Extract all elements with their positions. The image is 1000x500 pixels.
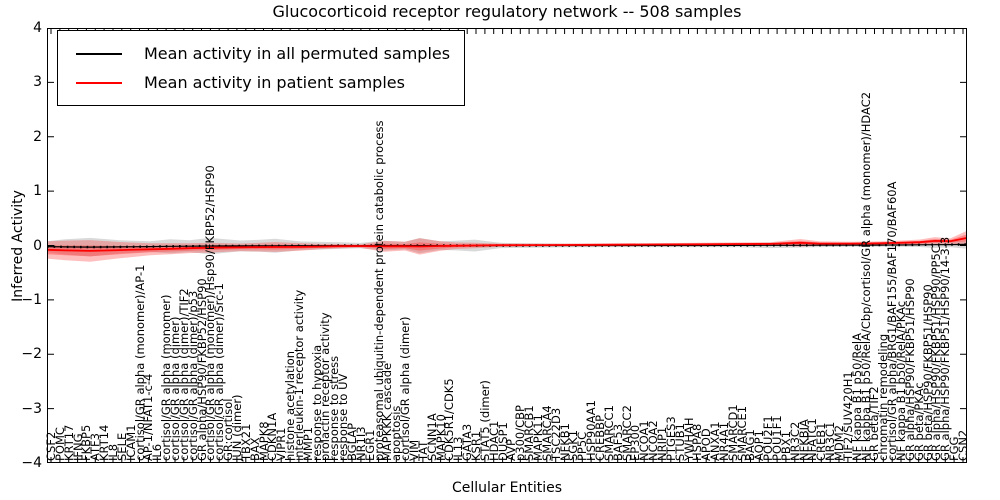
y-tick-label: 0 [33, 237, 42, 254]
permuted-mean-markers [47, 243, 967, 249]
y-tick-label: −1 [21, 291, 42, 308]
y-tick-label: −4 [21, 455, 42, 471]
y-tick-label: 2 [33, 128, 42, 145]
chart-title: Glucocorticoid receptor regulatory netwo… [272, 2, 742, 21]
axes-spines [47, 28, 967, 463]
legend-line-black [76, 52, 122, 55]
legend-item-patient: Mean activity in patient samples [68, 68, 450, 97]
legend-label: Mean activity in all permuted samples [144, 44, 451, 63]
legend: Mean activity in all permuted samples Me… [57, 30, 466, 106]
legend-line-red [76, 81, 122, 84]
x-axis-label: Cellular Entities [451, 480, 563, 496]
y-tick-label: 1 [33, 183, 42, 200]
y-tick-label: 3 [33, 74, 42, 91]
patient-mean-line [47, 237, 967, 252]
y-tick-label: −2 [21, 346, 42, 363]
x-tick-label: GR alpha/HSP90/FKBP51/HSP90/14-3-3 [938, 236, 953, 461]
y-tick-label: −3 [21, 400, 42, 417]
y-tick-label: 4 [33, 20, 42, 36]
legend-item-permuted: Mean activity in all permuted samples [68, 39, 450, 68]
x-tick-label: CSN2 [956, 429, 970, 461]
permuted-std-band [47, 237, 967, 257]
legend-label: Mean activity in patient samples [144, 73, 405, 92]
patient-std-band-outer [47, 230, 967, 262]
